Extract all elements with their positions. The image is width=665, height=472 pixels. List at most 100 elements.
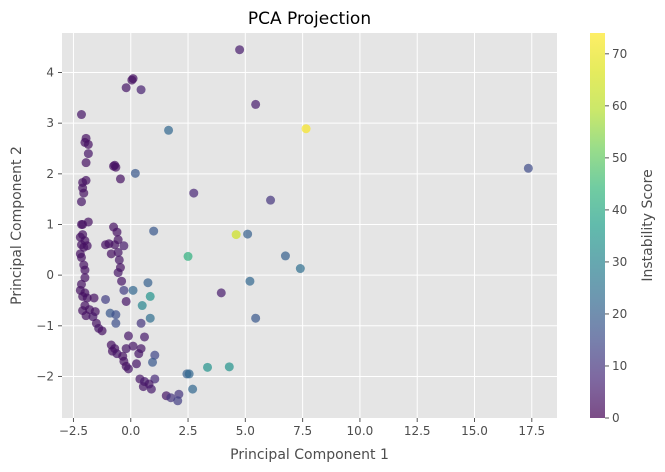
scatter-point bbox=[189, 188, 199, 198]
scatter-point bbox=[231, 230, 241, 240]
scatter-point bbox=[166, 393, 176, 403]
scatter-point bbox=[79, 188, 89, 198]
y-tick-label: 0 bbox=[46, 268, 54, 282]
scatter-point bbox=[137, 301, 147, 311]
scatter-point bbox=[149, 226, 159, 236]
scatter-point bbox=[80, 265, 90, 275]
scatter-point bbox=[251, 99, 261, 109]
colorbar-tick-label: 50 bbox=[612, 151, 627, 165]
colorbar-tick-label: 30 bbox=[612, 255, 627, 269]
scatter-point bbox=[113, 247, 123, 257]
scatter-point bbox=[106, 249, 116, 259]
scatter-point bbox=[111, 310, 121, 320]
colorbar-tick-label: 0 bbox=[612, 411, 620, 425]
scatter-point bbox=[173, 396, 183, 406]
colorbar-tick-label: 10 bbox=[612, 359, 627, 373]
scatter-point bbox=[145, 291, 155, 301]
scatter-point bbox=[121, 344, 131, 354]
colorbar-ticks: 0 10 20 30 40 50 60 70 bbox=[605, 47, 627, 425]
x-tick-label: 17.5 bbox=[518, 424, 545, 438]
scatter-point bbox=[76, 219, 86, 229]
y-axis-ticks: −2 −1 0 1 2 3 4 bbox=[36, 66, 62, 383]
y-tick-label: 2 bbox=[46, 167, 54, 181]
scatter-point bbox=[83, 139, 93, 149]
scatter-point bbox=[76, 252, 86, 262]
y-tick-label: −2 bbox=[36, 369, 54, 383]
scatter-point bbox=[138, 382, 148, 392]
scatter-point bbox=[83, 149, 93, 159]
scatter-point bbox=[140, 332, 149, 342]
chart-title: PCA Projection bbox=[248, 9, 371, 29]
scatter-point bbox=[101, 294, 111, 304]
scatter-point bbox=[128, 285, 138, 295]
x-axis-label: Principal Component 1 bbox=[230, 447, 389, 463]
scatter-point bbox=[119, 285, 129, 295]
scatter-point bbox=[131, 359, 141, 369]
scatter-point bbox=[81, 158, 91, 168]
scatter-point bbox=[114, 255, 124, 265]
scatter-point bbox=[81, 175, 91, 185]
scatter-point bbox=[82, 293, 92, 303]
colorbar bbox=[590, 33, 605, 418]
scatter-point bbox=[110, 240, 120, 250]
scatter-point bbox=[243, 229, 253, 239]
scatter-point bbox=[295, 264, 305, 274]
x-tick-label: −2.5 bbox=[59, 424, 88, 438]
scatter-point bbox=[523, 163, 533, 173]
scatter-point bbox=[184, 369, 194, 379]
colorbar-tick-label: 60 bbox=[612, 99, 627, 113]
scatter-point bbox=[203, 362, 213, 372]
scatter-point bbox=[117, 276, 127, 286]
scatter-point bbox=[245, 276, 255, 286]
scatter-point bbox=[216, 288, 226, 298]
scatter-point bbox=[134, 349, 144, 359]
y-tick-label: 1 bbox=[46, 217, 54, 231]
scatter-point bbox=[112, 227, 122, 237]
scatter-point bbox=[145, 313, 155, 323]
scatter-point bbox=[89, 293, 99, 303]
scatter-point bbox=[164, 125, 174, 135]
y-tick-label: −1 bbox=[36, 319, 54, 333]
scatter-point bbox=[76, 110, 86, 120]
scatter-point bbox=[251, 313, 261, 323]
scatter-point bbox=[136, 85, 146, 95]
scatter-point bbox=[121, 83, 131, 93]
scatter-point bbox=[121, 296, 131, 306]
scatter-point bbox=[136, 318, 146, 328]
scatter-point bbox=[76, 197, 86, 207]
y-tick-label: 4 bbox=[46, 66, 54, 80]
scatter-point bbox=[146, 384, 156, 394]
scatter-point bbox=[123, 364, 133, 374]
scatter-point bbox=[235, 45, 245, 55]
colorbar-label: Instability Score bbox=[640, 169, 656, 281]
scatter-point bbox=[130, 168, 140, 178]
scatter-point bbox=[109, 161, 119, 171]
scatter-point bbox=[111, 318, 121, 328]
scatter-point bbox=[119, 241, 129, 251]
x-tick-label: 7.5 bbox=[293, 424, 312, 438]
scatter-point bbox=[113, 268, 123, 278]
y-axis-label: Principal Component 2 bbox=[9, 146, 25, 305]
x-tick-label: 0.0 bbox=[121, 424, 140, 438]
scatter-point bbox=[188, 384, 198, 394]
scatter-point bbox=[183, 251, 193, 261]
scatter-point bbox=[150, 350, 160, 360]
scatter-point bbox=[148, 357, 158, 367]
scatter-point bbox=[81, 311, 91, 321]
y-tick-label: 3 bbox=[46, 116, 54, 130]
colorbar-tick-label: 40 bbox=[612, 203, 627, 217]
scatter-point bbox=[115, 174, 125, 184]
x-tick-label: 12.5 bbox=[404, 424, 431, 438]
scatter-point bbox=[280, 251, 290, 261]
grid-lines bbox=[62, 33, 557, 418]
colorbar-tick-label: 20 bbox=[612, 307, 627, 321]
scatter-point bbox=[224, 362, 234, 372]
scatter-point bbox=[301, 124, 311, 134]
scatter-point bbox=[128, 341, 138, 351]
scatter-point bbox=[97, 326, 107, 336]
scatter-point bbox=[143, 278, 153, 288]
x-tick-label: 2.5 bbox=[178, 424, 197, 438]
scatter-point bbox=[123, 331, 133, 341]
scatter-point bbox=[266, 195, 276, 205]
